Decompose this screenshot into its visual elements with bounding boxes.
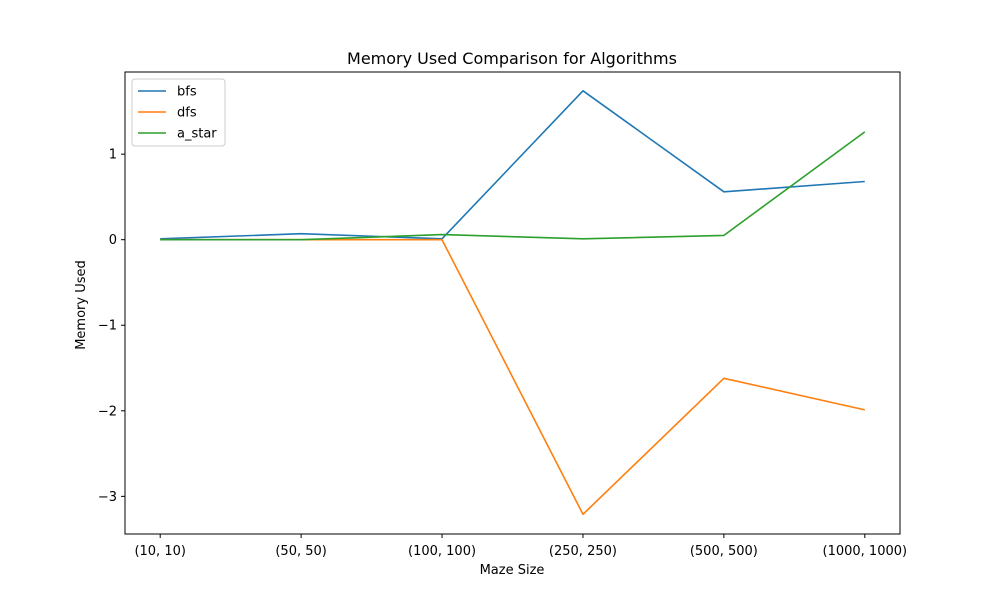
chart-title: Memory Used Comparison for Algorithms: [347, 49, 677, 68]
series-line-a_star: [160, 131, 866, 241]
x-tick-label: (500, 500): [690, 544, 758, 559]
legend-box: [131, 78, 226, 147]
series-layer: [160, 90, 866, 516]
x-tick-label: (100, 100): [408, 544, 476, 559]
y-tick-label: −2: [98, 404, 117, 419]
ticks-layer: (10, 10) (50, 50) (100, 100) (250, 250) (500…: [98, 148, 907, 559]
legend-label-bfs: bfs: [177, 85, 197, 100]
y-tick-label: −3: [98, 490, 117, 505]
x-axis-label: Maze Size: [480, 563, 545, 578]
legend-label-dfs: dfs: [177, 106, 197, 121]
y-tick-label: 1: [109, 148, 117, 163]
x-tick-label: (250, 250): [549, 544, 617, 559]
x-tick-label: (50, 50): [275, 544, 327, 559]
y-tick-label: −1: [98, 319, 117, 334]
x-tick-label: (10, 10): [134, 544, 186, 559]
series-line-dfs: [160, 238, 865, 516]
legend-label-a_star: a_star: [177, 127, 217, 142]
series-line-bfs: [160, 90, 865, 240]
plot-frame: [124, 71, 901, 535]
y-axis-label: Memory Used: [74, 260, 89, 350]
x-tick-label: (1000, 1000): [823, 544, 908, 559]
y-tick-label: 0: [109, 233, 117, 248]
legend: bfs dfs a_star: [131, 78, 226, 147]
